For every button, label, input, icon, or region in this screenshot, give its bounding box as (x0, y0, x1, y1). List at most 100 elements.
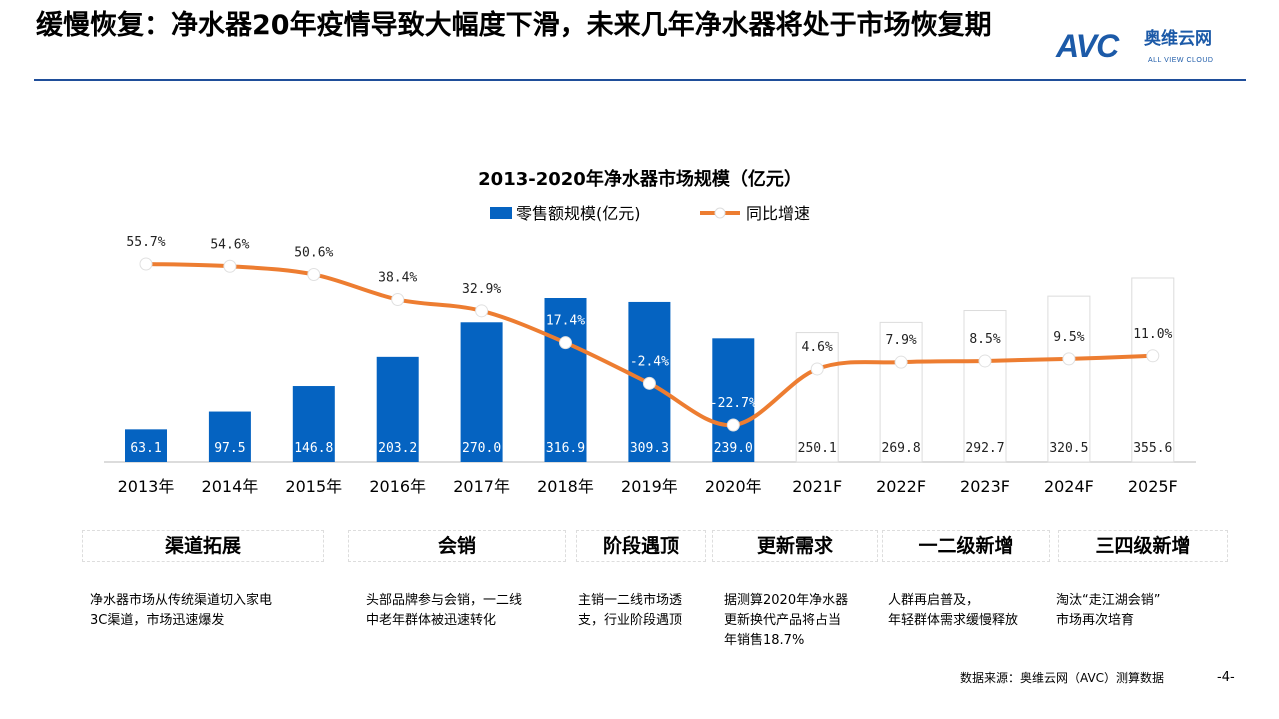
growth-label-2018年: 17.4% (546, 314, 585, 329)
growth-label-2025F: 11.0% (1133, 327, 1172, 342)
legend-line-marker (714, 207, 726, 219)
x-tick-2024F: 2024F (1044, 477, 1094, 496)
title-divider (34, 79, 1246, 81)
growth-label-2016年: 38.4% (378, 271, 417, 286)
x-tick-2021F: 2021F (792, 477, 842, 496)
bar-2016年 (376, 356, 419, 462)
growth-label-2014年: 54.6% (210, 237, 249, 252)
bar-2014年 (208, 411, 251, 462)
chart-title: 2013-2020年净水器市场规模（亿元） (478, 168, 802, 190)
x-tick-2015年: 2015年 (285, 477, 342, 496)
category-header: 渠道拓展 (82, 530, 324, 562)
bar-label-2022F: 269.8 (882, 441, 921, 456)
category-description: 淘汰“走江湖会销” 市场再次培育 (1056, 591, 1160, 631)
description-line: 淘汰“走江湖会销” (1056, 593, 1161, 608)
category-header: 三四级新增 (1058, 530, 1228, 562)
legend-bar-label: 零售额规模(亿元) (516, 204, 641, 223)
bar-2022F (879, 321, 923, 463)
x-tick-2019年: 2019年 (621, 477, 678, 496)
bar-label-2021F: 250.1 (798, 441, 837, 456)
description-line: 支，行业阶段遇顶 (578, 613, 683, 628)
growth-point-2020年 (726, 418, 740, 432)
growth-point-2024F (1062, 352, 1076, 366)
category-header: 会销 (348, 530, 566, 562)
category-header: 更新需求 (712, 530, 878, 562)
growth-label-2017年: 32.9% (462, 282, 501, 297)
x-tick-2013年: 2013年 (118, 477, 175, 496)
bar-2025F (1131, 277, 1175, 463)
growth-point-2016年 (391, 293, 405, 307)
growth-label-2020年: -22.7% (710, 396, 757, 411)
logo-mark: AVC (1056, 28, 1119, 64)
legend-line-label: 同比增速 (746, 204, 810, 223)
bar-2023F (963, 310, 1007, 463)
growth-label-2022F: 7.9% (885, 333, 916, 348)
category-description: 据测算2020年净水器 更新换代产品将占当 年销售18.7% (724, 591, 848, 651)
growth-label-2015年: 50.6% (294, 245, 333, 260)
page-title: 缓慢恢复：净水器20年疫情导致大幅度下滑，未来几年净水器将处于市场恢复期 (36, 10, 992, 41)
bar-label-2025F: 355.6 (1133, 441, 1172, 456)
description-line: 人群再启普及， (888, 593, 980, 608)
growth-label-2019年: -2.4% (630, 354, 669, 369)
x-tick-2020年: 2020年 (705, 477, 762, 496)
bar-2020年 (712, 338, 755, 462)
category-description: 头部品牌参与会销，一二线 中老年群体被迅速转化 (366, 591, 522, 631)
growth-point-2013年 (139, 257, 153, 271)
description-line: 净水器市场从传统渠道切入家电 (90, 593, 273, 608)
legend-bar-swatch (490, 207, 512, 219)
category-description: 净水器市场从传统渠道切入家电 3C渠道，市场迅速爆发 (90, 591, 272, 631)
x-tick-2025F: 2025F (1128, 477, 1178, 496)
bar-2024F (1047, 295, 1091, 463)
avc-logo: AVC 奥维云网 ALL VIEW CLOUD (1056, 28, 1256, 72)
bar-label-2023F: 292.7 (965, 441, 1004, 456)
growth-point-2018年 (559, 336, 572, 350)
description-line: 年轻群体需求缓慢释放 (888, 613, 1019, 628)
x-tick-2018年: 2018年 (537, 477, 594, 496)
description-line: 3C渠道，市场迅速爆发 (90, 613, 225, 628)
category-header: 一二级新增 (882, 530, 1050, 562)
x-tick-2014年: 2014年 (202, 477, 259, 496)
growth-point-2017年 (475, 304, 489, 318)
bar-label-2024F: 320.5 (1049, 441, 1088, 456)
description-line: 据测算2020年净水器 (724, 593, 849, 608)
x-tick-2022F: 2022F (876, 477, 926, 496)
description-line: 年销售18.7% (724, 633, 805, 648)
description-line: 主销一二线市场透 (578, 593, 683, 608)
growth-label-2023F: 8.5% (969, 332, 1000, 347)
description-line: 头部品牌参与会销，一二线 (366, 593, 523, 608)
bar-label-2014年: 97.5 (214, 441, 245, 456)
bar-2017年 (460, 322, 503, 462)
data-source: 数据来源：奥维云网（AVC）测算数据 (960, 671, 1165, 685)
category-header: 阶段遇顶 (576, 530, 706, 562)
category-description: 人群再启普及， 年轻群体需求缓慢释放 (888, 591, 1018, 631)
bar-label-2017年: 270.0 (462, 441, 501, 456)
bar-label-2013年: 63.1 (130, 441, 161, 456)
description-line: 更新换代产品将占当 (724, 613, 842, 628)
growth-point-2019年 (642, 376, 656, 390)
bar-label-2020年: 239.0 (714, 441, 753, 456)
x-tick-2017年: 2017年 (453, 477, 510, 496)
growth-point-2025F (1146, 349, 1160, 363)
growth-point-2014年 (223, 259, 237, 273)
logo-en: ALL VIEW CLOUD (1148, 57, 1214, 64)
bar-2013年 (125, 429, 167, 462)
description-line: 中老年群体被迅速转化 (366, 613, 497, 628)
bar-2018年 (544, 298, 587, 462)
logo-cn: 奥维云网 (1144, 29, 1212, 49)
growth-point-2015年 (307, 267, 321, 281)
bar-2015年 (292, 386, 335, 462)
growth-point-2023F (978, 354, 992, 368)
growth-label-2013年: 55.7% (126, 235, 165, 250)
bar-label-2016年: 203.2 (378, 441, 417, 456)
x-tick-2023F: 2023F (960, 477, 1010, 496)
growth-label-2024F: 9.5% (1053, 330, 1084, 345)
bar-label-2015年: 146.8 (294, 441, 333, 456)
growth-point-2021F (810, 362, 824, 376)
bar-label-2019年: 309.3 (630, 441, 669, 456)
page-number: -4- (1217, 670, 1235, 685)
description-line: 市场再次培育 (1056, 613, 1135, 628)
category-description: 主销一二线市场透 支，行业阶段遇顶 (578, 591, 682, 631)
bar-2021F (795, 332, 839, 463)
bar-label-2018年: 316.9 (546, 441, 585, 456)
